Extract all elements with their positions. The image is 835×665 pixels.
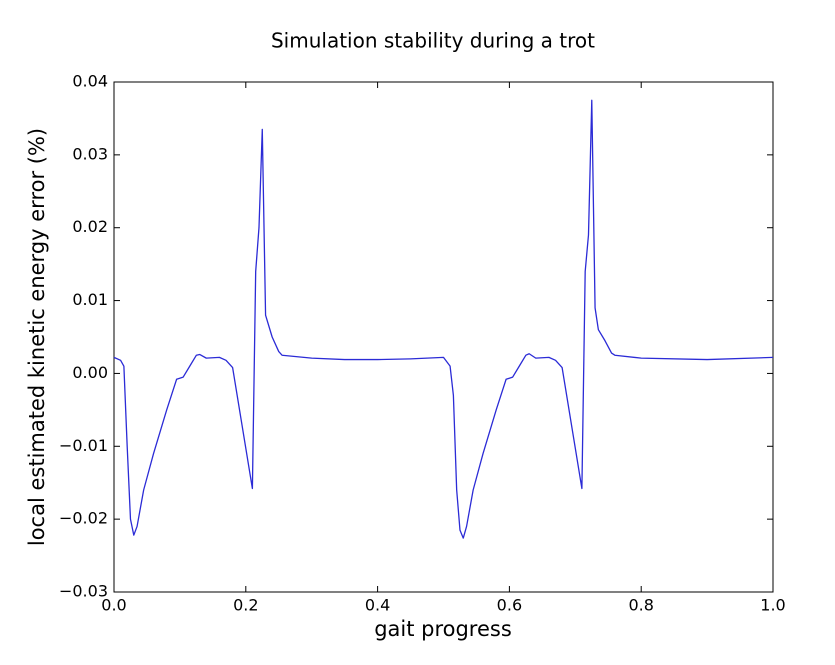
chart-title: Simulation stability during a trot: [271, 29, 595, 53]
y-tick-label: 0.02: [72, 217, 108, 236]
y-axis-label: local estimated kinetic energy error (%): [25, 128, 49, 546]
y-tick-label: 0.03: [72, 144, 108, 163]
y-tick-label: −0.01: [59, 436, 108, 455]
y-tick-label: −0.02: [59, 509, 108, 528]
x-tick-label: 0.2: [233, 596, 258, 615]
y-tick-label: 0.01: [72, 290, 108, 309]
x-axis-label: gait progress: [374, 617, 512, 641]
y-tick-label: 0.04: [72, 72, 108, 91]
x-tick-label: 0.4: [365, 596, 390, 615]
y-tick-label: 0.00: [72, 363, 108, 382]
x-tick-label: 1.0: [760, 596, 785, 615]
plot-frame: [113, 81, 774, 593]
x-tick-label: 0.8: [628, 596, 653, 615]
y-tick-label: −0.03: [59, 582, 108, 601]
x-tick-label: 0.6: [497, 596, 522, 615]
data-line: [113, 99, 774, 539]
x-tick-label: 0.0: [101, 596, 126, 615]
